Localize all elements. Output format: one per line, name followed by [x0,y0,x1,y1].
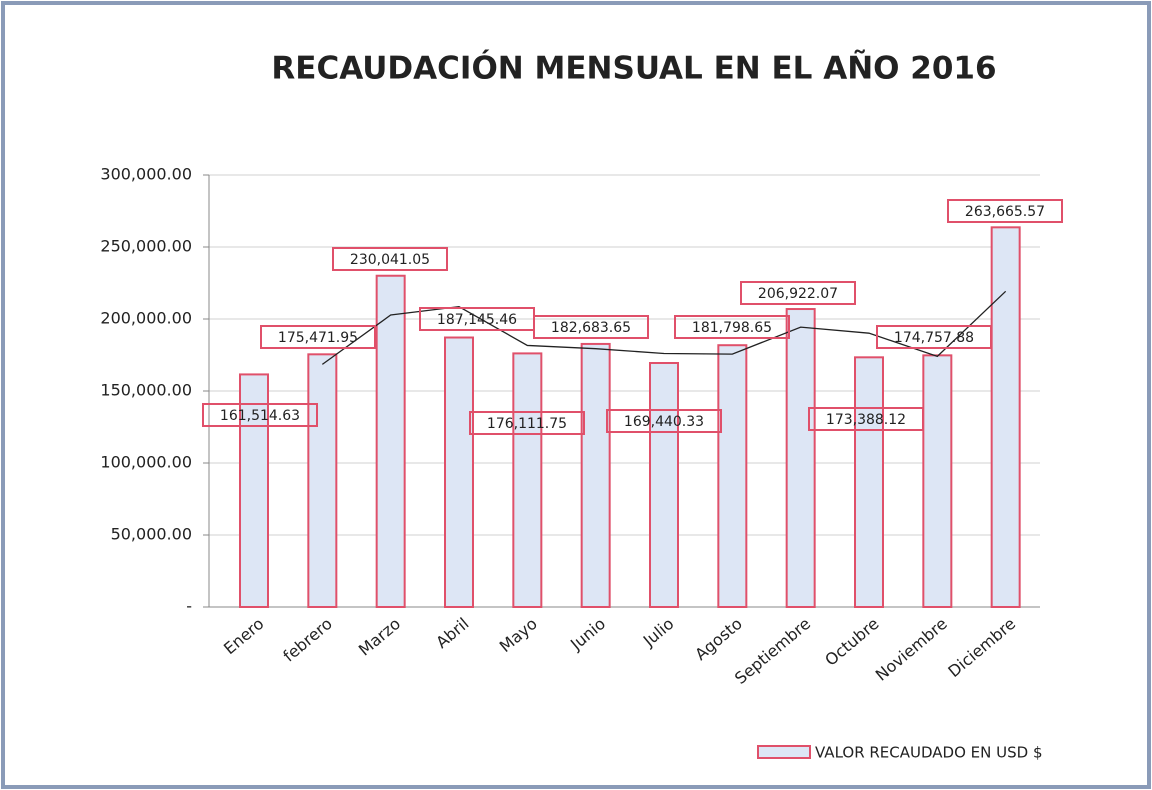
bar [444,336,474,608]
bar [649,362,679,608]
y-tick-label: 300,000.00 [100,165,192,184]
data-label-box [674,315,790,339]
bar [239,373,269,609]
data-label-box [533,315,649,339]
data-label-box [947,199,1063,223]
chart-title: RECAUDACIÓN MENSUAL EN EL AÑO 2016 [271,50,996,87]
bar [375,274,406,608]
data-label-box [332,247,448,271]
bar [580,342,611,608]
data-label: 169,440.33 [624,414,704,430]
bar [512,352,543,608]
legend-swatch [757,745,811,759]
legend-label: VALOR RECAUDADO EN USD $ [815,744,1043,762]
data-label-box [469,411,585,435]
data-label-box [740,281,856,305]
data-label: 176,111.75 [487,416,567,432]
data-label: 187,145.46 [437,312,517,328]
bar [307,353,338,609]
data-label: 206,922.07 [758,286,838,302]
data-label: 182,683.65 [551,320,631,336]
y-tick-label: 200,000.00 [100,309,192,328]
y-tick-label: 150,000.00 [100,381,192,400]
data-label: 263,665.57 [965,204,1045,220]
data-label: 175,471.95 [278,330,358,346]
y-tick-label: 50,000.00 [111,525,192,544]
data-label-box [260,325,376,349]
y-tick-label: 250,000.00 [100,237,192,256]
data-label-box [808,407,924,431]
data-label: 174,757.88 [894,330,974,346]
bar [922,354,953,609]
data-label: 181,798.65 [692,320,772,336]
data-label: 230,041.05 [350,252,430,268]
y-tick-label: 100,000.00 [100,453,192,472]
data-label-box [606,409,722,433]
data-label-box [202,403,318,427]
bar [854,356,884,608]
bar [990,226,1021,608]
data-label: 173,388.12 [826,412,906,428]
trend-line [321,290,1007,365]
data-label-box [876,325,992,349]
bar [717,344,748,608]
bar [785,308,816,608]
data-label: 161,514.63 [220,408,300,424]
y-tick-label: - [186,597,192,616]
